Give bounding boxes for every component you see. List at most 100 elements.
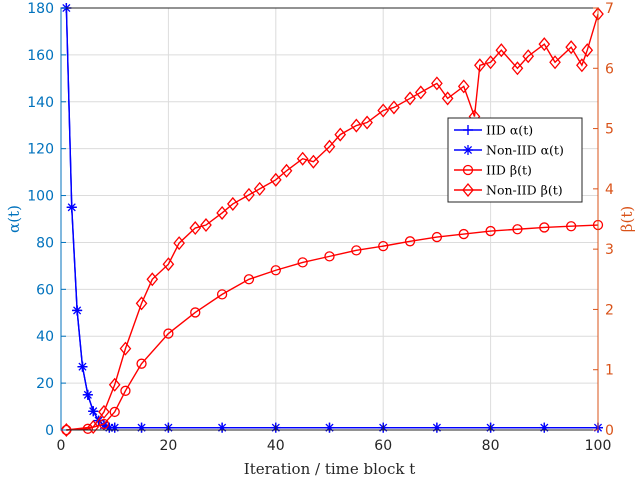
right-y-tick-label: 3 [605,242,614,258]
left-y-tick-label: 100 [27,189,54,205]
series-point [324,251,335,262]
series-point [243,274,255,285]
series-point [120,385,131,396]
series-point [88,406,99,417]
left-y-tick-label: 180 [27,1,54,17]
x-tick-label: 100 [585,438,612,454]
series-point [565,40,577,55]
legend-label: IID α(t) [486,123,533,138]
series-point [431,76,443,91]
series-point [60,422,73,438]
series-point [377,103,390,118]
series-3 [61,219,604,436]
series-point [109,422,120,433]
series-point [414,85,427,100]
grid-lines [60,7,599,431]
series-point [307,154,320,169]
series-point [190,307,201,318]
legend-entry: IID β(t) [454,163,532,178]
series-point [539,422,550,433]
series-point [162,257,175,272]
series-point [109,406,120,418]
left-y-tick-label: 60 [36,282,54,298]
series-point [431,231,443,243]
series-point [226,196,239,211]
right-y-tick-label: 6 [605,61,614,77]
series-point [146,272,159,287]
right-y-tick-label: 5 [605,122,614,138]
tick-labels: 0 20 40 60 80 1000204060801001201401601800123… [27,1,614,454]
series-point [404,91,416,106]
series-point [119,341,132,356]
series-point [324,422,335,433]
legend-marker [463,145,473,155]
series-point [350,118,363,133]
series-point [200,218,212,233]
legend-label: Non-IID α(t) [486,143,564,158]
series-line [66,13,599,431]
axes [60,7,599,431]
series-point [217,422,228,433]
series-point [566,221,577,232]
series-point [72,305,83,316]
x-tick-label: 0 [57,438,66,454]
series-point [136,358,147,369]
series-point [280,163,293,178]
series-point [474,58,486,73]
legend-label: IID β(t) [486,163,532,178]
series-point [216,289,228,300]
series-point [485,225,496,237]
series-point [539,222,550,233]
x-tick-label: 40 [267,438,285,454]
right-y-tick-label: 2 [605,302,614,318]
series-point [431,422,442,433]
series-point [253,181,266,196]
legend-entries: IID α(t) Non-IID α(t) IID β(t) Non-IID β(t) [454,123,564,198]
series-4 [60,7,604,438]
x-tick-label: 80 [482,438,500,454]
left-y-tick-label: 120 [27,142,54,158]
series-point [173,236,185,251]
series-layer [60,3,604,438]
series-point [484,55,497,70]
series-point [361,115,373,130]
series-point [108,377,121,392]
left-y-axis-label: α(t) [5,205,23,233]
series-point [66,202,77,213]
legend-marker [462,164,474,176]
series-point [457,79,470,94]
left-y-tick-label: 80 [36,235,54,251]
series-point [163,328,174,339]
series-line [66,224,599,431]
series-point [270,265,281,276]
series-point [323,139,336,154]
series-point [522,49,535,64]
series-point [511,61,524,76]
series-point [512,224,523,235]
legend-marker [462,182,474,198]
series-point [538,37,551,52]
plot-frame [60,7,599,431]
series-point [441,91,454,106]
right-y-tick-label: 0 [605,423,614,439]
legend-entry: Non-IID β(t) [454,183,563,198]
series-point [87,419,100,435]
series-point [82,389,93,400]
legend-label: Non-IID β(t) [486,183,563,198]
legend: IID α(t) Non-IID α(t) IID β(t) Non-IID β(t) [447,117,583,203]
series-point [243,187,255,202]
series-point [334,127,347,142]
x-tick-label: 20 [159,438,177,454]
left-y-tick-label: 140 [27,95,54,111]
left-y-tick-label: 160 [27,48,54,64]
series-point [269,172,282,187]
series-point [296,151,309,166]
series-point [135,296,148,311]
series-point [458,228,469,240]
series-point [378,240,389,252]
series-point [216,205,228,220]
series-point [581,43,594,58]
series-point [98,418,110,430]
